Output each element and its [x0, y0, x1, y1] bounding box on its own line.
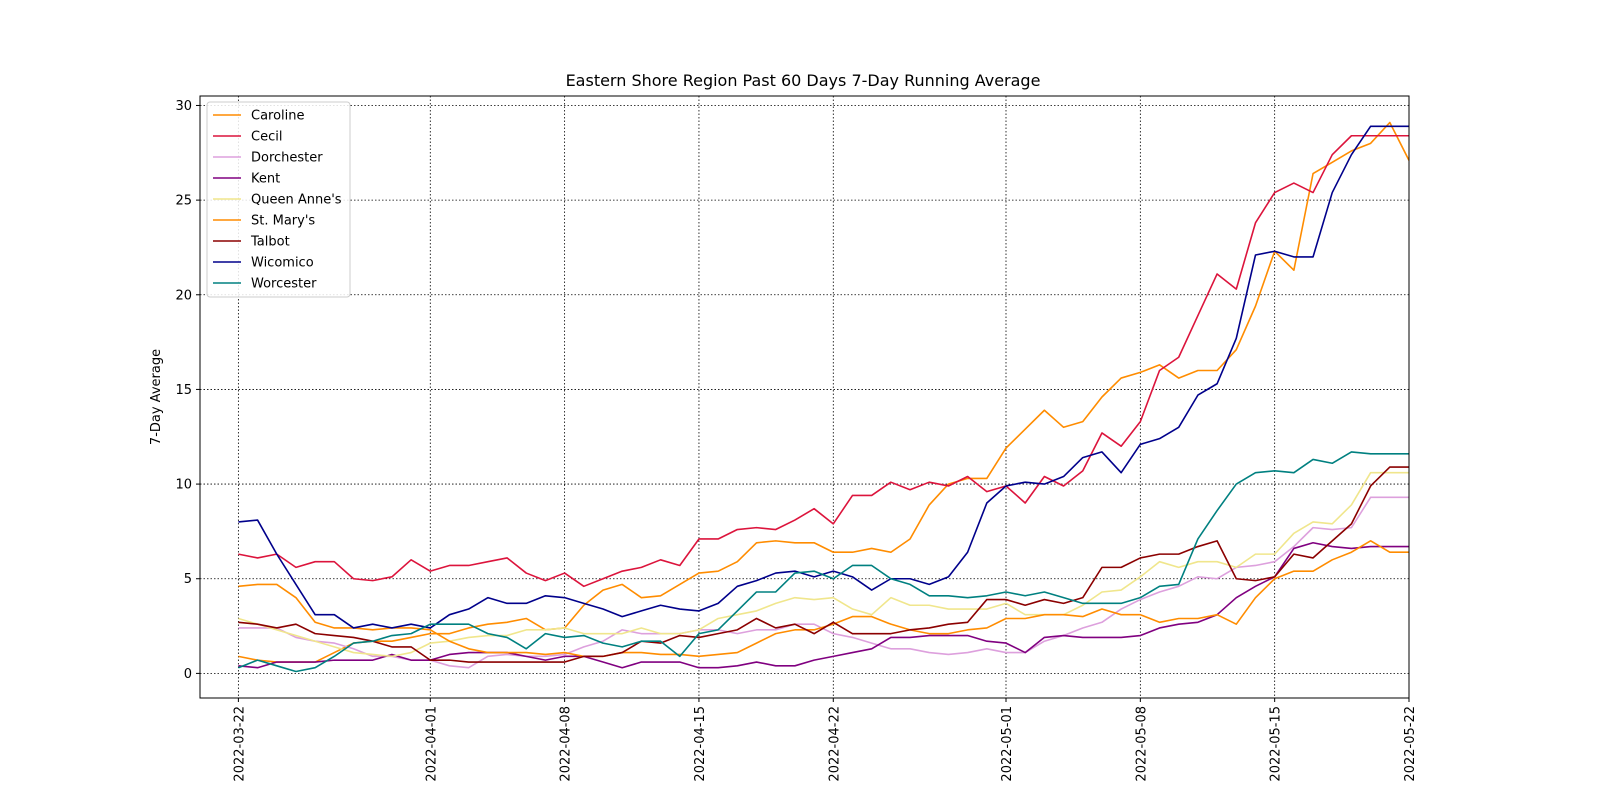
y-tick-label: 25 — [175, 194, 192, 209]
axes: 0 5 10 15 20 25 30 2022-03-22 2022-04-01 2022-04-… — [175, 99, 1418, 782]
y-tick-label: 5 — [184, 572, 192, 587]
x-tick-label: 2022-04-01 — [424, 706, 439, 782]
legend-label: Worcester — [251, 277, 317, 292]
series-line-queen-anne-s — [238, 471, 1409, 658]
x-tick-label: 2022-04-15 — [693, 706, 708, 782]
legend-label: Talbot — [250, 235, 290, 250]
y-tick-label: 30 — [175, 99, 192, 114]
series-line-wicomico — [238, 125, 1409, 629]
x-tick-label: 2022-03-22 — [232, 706, 247, 782]
y-axis-label: 7-Day Average — [149, 349, 164, 445]
series-line-cecil — [238, 134, 1409, 588]
x-tick-label: 2022-05-15 — [1269, 706, 1284, 782]
x-tick-label: 2022-05-01 — [1000, 706, 1015, 782]
gridlines — [200, 96, 1410, 698]
legend-label: St. Mary's — [251, 214, 315, 229]
y-tick-label: 20 — [175, 288, 192, 303]
series-line-caroline — [238, 121, 1410, 663]
x-tick-label: 2022-05-08 — [1134, 706, 1149, 782]
y-tick-label: 10 — [175, 478, 192, 493]
y-tick-label: 15 — [175, 383, 192, 398]
chart-title: Eastern Shore Region Past 60 Days 7-Day … — [566, 71, 1041, 90]
legend-label: Kent — [251, 172, 280, 187]
legend-label: Cecil — [251, 130, 282, 145]
legend: Caroline Cecil Dorchester Kent Queen Anne's S… — [206, 101, 351, 298]
legend-label: Caroline — [251, 109, 305, 124]
x-tick-label: 2022-04-08 — [559, 706, 574, 782]
plot-frame — [199, 95, 1410, 699]
x-tick-label: 2022-05-22 — [1403, 706, 1418, 782]
legend-label: Dorchester — [251, 151, 323, 166]
series-line-st-mary-s — [238, 540, 1409, 658]
legend-label: Queen Anne's — [251, 193, 342, 208]
legend-box — [206, 101, 351, 298]
series-line-dorchester — [238, 496, 1409, 669]
series-lines — [238, 121, 1410, 673]
series-line-worcester — [238, 451, 1409, 673]
legend-label: Wicomico — [251, 256, 314, 271]
y-tick-label: 0 — [184, 667, 192, 682]
series-line-talbot — [238, 466, 1409, 663]
x-tick-label: 2022-04-22 — [827, 706, 842, 782]
